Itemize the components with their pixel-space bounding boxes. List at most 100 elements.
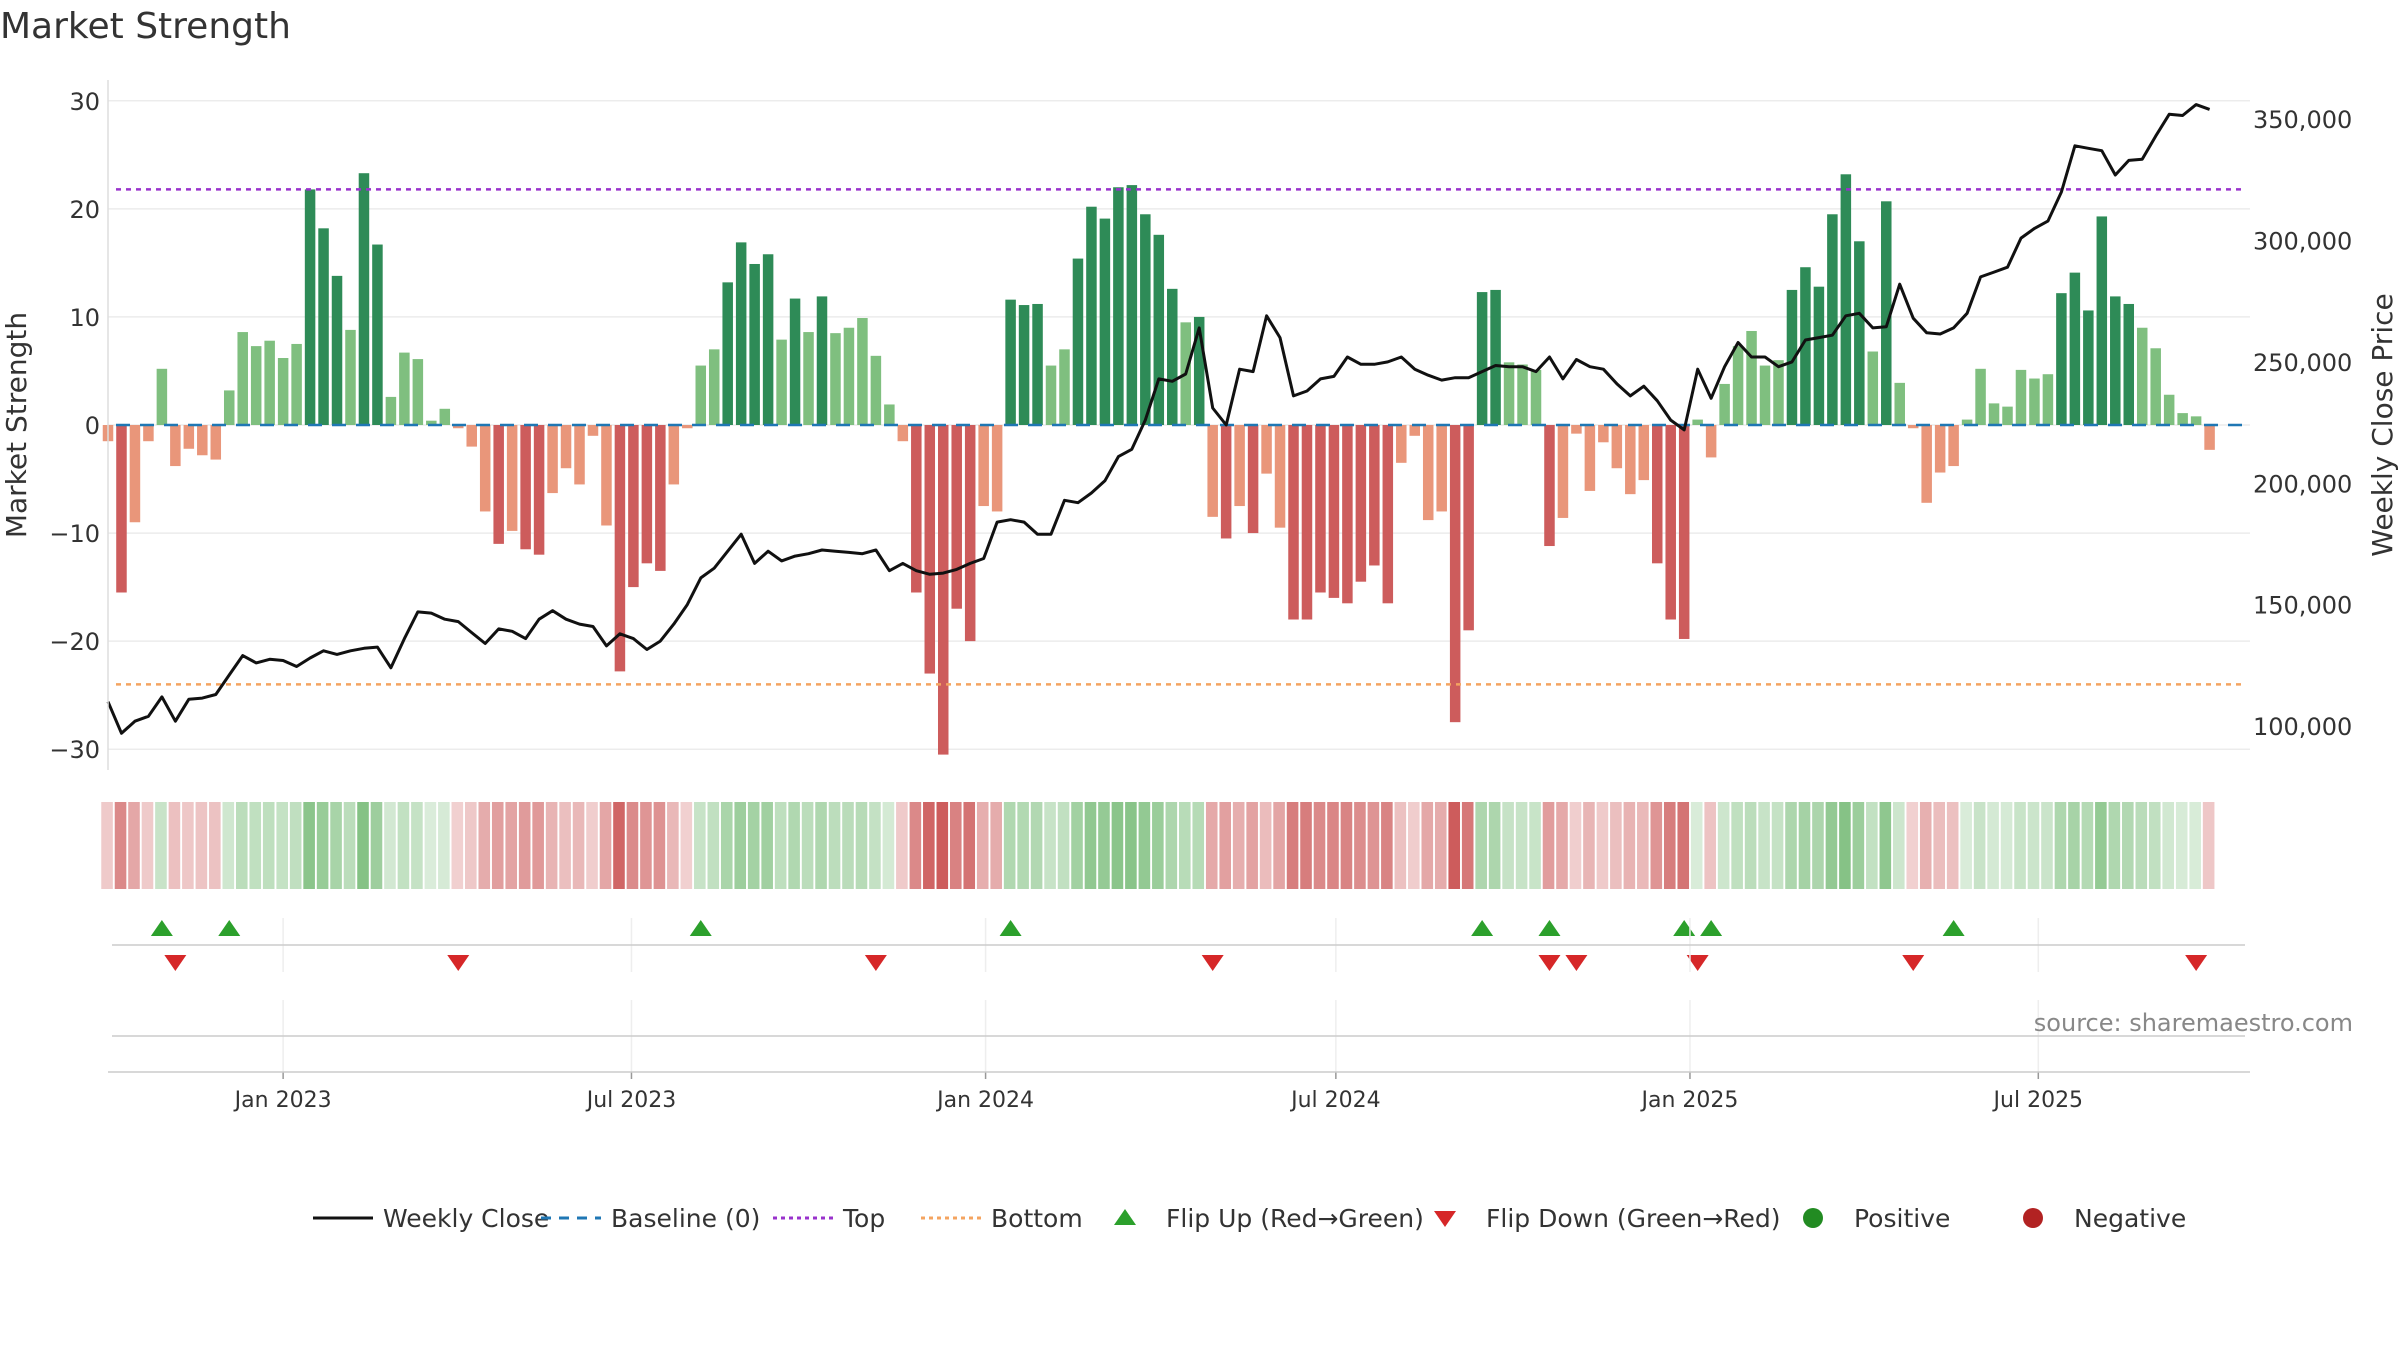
heat-strip-cell [949,802,962,889]
heat-strip-cell [1246,802,1258,889]
strength-bar [1934,425,1946,473]
strength-bar [1409,425,1421,436]
x-tick-label: Jul 2025 [1992,1088,2084,1113]
y-tick-label-left: −10 [49,520,100,548]
heat-strip-cell [1812,802,1824,889]
heat-strip-cell [101,802,113,889]
heat-strip-cell [1785,802,1797,889]
legend-swatch [1114,1209,1136,1225]
flip-up-marker [1538,920,1561,936]
heat-strip-cell [114,802,127,889]
heat-strip-cell [1919,802,1932,889]
strength-bar [412,359,424,425]
heat-strip-cell [235,802,248,889]
strength-bar [1382,425,1394,604]
strength-bar [237,332,248,425]
heat-strip-cell [1205,802,1218,889]
strength-bar [1274,425,1286,528]
heat-strip-cell [1461,802,1474,889]
heat-strip-cell [936,802,949,889]
heat-strip-cell [303,802,315,889]
legend-label: Flip Up (Red→Green) [1166,1204,1424,1233]
heat-strip-cell [2135,802,2148,889]
strength-bar [223,390,235,425]
heat-strip-cell [1475,802,1487,889]
strength-bar [1719,383,1730,425]
strength-bar [641,425,653,564]
strength-bar [345,329,356,425]
strength-bar [1678,425,1690,639]
strength-bar [358,173,370,425]
heat-strip-cell [343,802,356,889]
heat-strip-cell [209,802,221,889]
y-axis-label-left: Market Strength [0,312,33,538]
legend-label: Weekly Close [383,1204,549,1233]
strength-bar [937,425,949,755]
y-tick-label-right: 300,000 [2253,228,2352,256]
strength-bar [1490,289,1501,425]
flip-up-marker [689,920,712,936]
heat-strip-cell [1098,802,1110,889]
heat-strip-cell [640,802,652,889]
heat-strip-cell [1502,802,1514,889]
strength-bar [1705,425,1717,458]
heat-strip-cell [2095,802,2107,889]
heat-strip-cell [801,802,814,889]
heat-strip-cell [411,802,423,889]
strength-bar [520,425,531,550]
heat-strip-cell [330,802,342,889]
strength-bar [1355,425,1367,582]
heat-strip-cell [1798,802,1811,889]
heat-strip-cell [667,802,679,889]
heat-strip-cell [532,802,544,889]
strength-bar [2204,425,2215,450]
y-tick-label-left: 0 [85,412,100,440]
y-tick-label-right: 350,000 [2253,106,2352,134]
strength-bar [277,358,289,425]
heat-strip-cell [909,802,922,889]
heat-strip-cell [1300,802,1312,889]
strength-bar [1113,187,1124,425]
heat-strip-cell [963,802,976,889]
heat-strip-cell [141,802,154,889]
y-tick-label-left: −20 [49,628,100,656]
strength-bar [1557,425,1569,518]
strength-bar [1948,425,1959,467]
heat-strip-cell [882,802,895,889]
legend-label: Top [842,1204,885,1233]
strength-bar [1651,425,1663,564]
heat-strip-cell [289,802,302,889]
strength-bar [951,425,962,609]
flip-down-marker [1538,955,1561,971]
flip-up-marker [218,920,241,936]
heat-strip-cell [2081,802,2094,889]
heat-strip-cell [1866,802,1878,889]
heat-strip-cell [1529,802,1541,889]
heat-strip-cell [1044,802,1056,889]
heat-strip-cell [1933,802,1946,889]
heat-strip-cell [1677,802,1690,889]
heat-strip-cell [1448,802,1461,889]
heat-strip [101,802,2215,889]
strength-bar [1140,214,1151,425]
strength-bar [1773,360,1784,425]
heat-strip-cell [1839,802,1851,889]
heat-strip-cell [1488,802,1501,889]
chart-title: Market Strength [0,6,291,47]
strength-bar [1907,425,1919,429]
flip-markers [150,920,2208,971]
strength-bar [1813,286,1825,425]
strength-bar [2110,296,2121,425]
strength-bar [183,425,195,449]
strength-bar [250,346,262,425]
weekly-close-line [106,103,2211,735]
strength-bar [1503,362,1515,425]
y-tick-label-right: 250,000 [2253,349,2352,377]
strength-bar [1342,425,1353,604]
strength-bar [493,425,504,544]
strength-bar [587,425,599,436]
strength-bar [506,425,518,531]
strength-bar [1099,218,1111,425]
strength-bar [1854,241,1865,425]
y-tick-label-left: 10 [69,304,100,332]
